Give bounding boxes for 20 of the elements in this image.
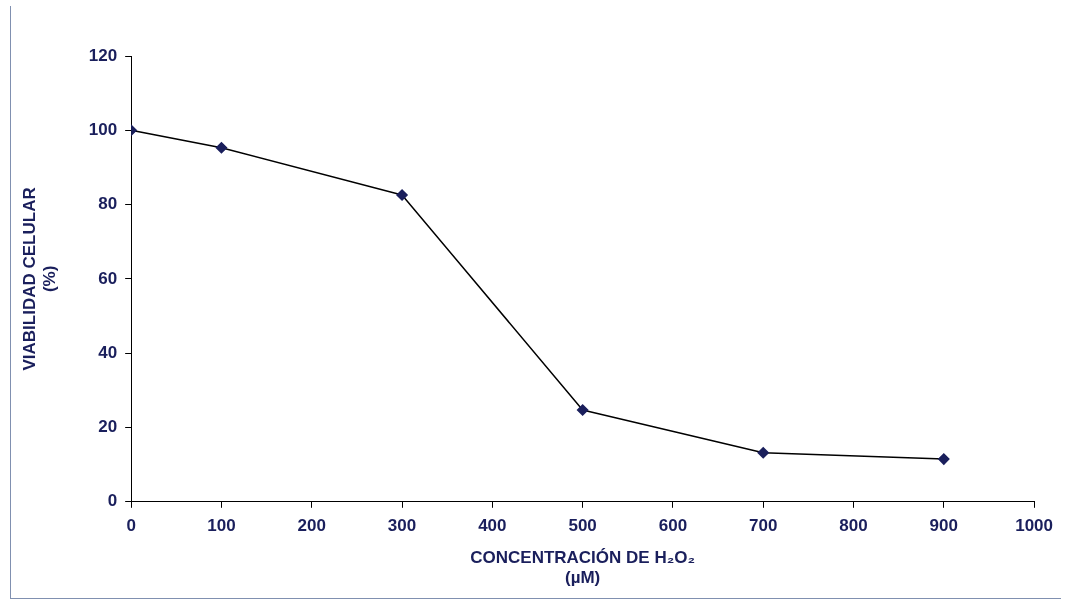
x-tick-label: 200 [297, 515, 326, 535]
x-tick-label: 0 [126, 515, 136, 535]
y-tick-label: 20 [98, 417, 118, 437]
x-axis-title: CONCENTRACIÓN DE H₂O₂ (µM) [470, 548, 696, 588]
y-tick-label: 0 [107, 491, 118, 511]
x-tick-label: 700 [749, 515, 778, 535]
x-tick-label: 500 [568, 515, 597, 535]
y-tick-label: 80 [98, 194, 118, 214]
x-tick-label: 300 [387, 515, 417, 535]
x-tick-label: 600 [658, 515, 688, 535]
y-tick-label: 100 [88, 119, 118, 139]
x-tick-label: 400 [478, 515, 507, 535]
x-tick-label: 1000 [1015, 515, 1053, 535]
x-tick-label: 900 [929, 515, 958, 535]
x-tick-label: 800 [839, 515, 868, 535]
y-axis-title: VIABILIDAD CELULAR (%) [19, 187, 60, 371]
y-tick-label: 40 [98, 342, 118, 362]
y-tick-label: 60 [98, 268, 118, 288]
y-tick-label: 120 [88, 45, 118, 65]
x-tick-label: 100 [207, 515, 236, 535]
